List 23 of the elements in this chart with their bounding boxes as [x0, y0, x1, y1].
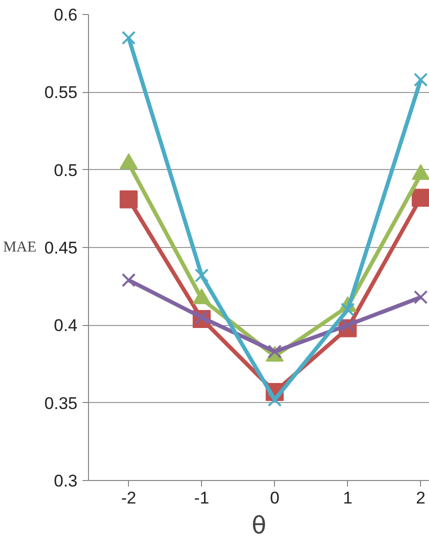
x-tick-label: 2 — [416, 488, 426, 508]
y-tick-label: 0.45 — [44, 238, 78, 258]
y-axis-title: MAE — [3, 240, 36, 256]
point — [414, 290, 428, 304]
point — [268, 392, 282, 407]
point — [414, 72, 428, 87]
y-tick-label: 0.5 — [54, 160, 78, 180]
y-tick-label: 0.55 — [44, 83, 78, 102]
point — [122, 30, 136, 45]
y-tick-label: 0.3 — [54, 472, 78, 490]
x-tick-label: 1 — [342, 488, 352, 508]
x-tick-label: 0 — [270, 488, 280, 508]
y-tick-label: 0.4 — [54, 316, 78, 336]
point — [194, 268, 209, 282]
point — [412, 188, 429, 207]
point — [340, 302, 355, 317]
x-axis-title: θ — [252, 512, 266, 540]
point — [120, 190, 138, 208]
point — [122, 273, 136, 288]
y-tick-label: 0.35 — [44, 394, 78, 413]
x-tick-label: -1 — [194, 488, 210, 508]
y-tick-label: 0.6 — [54, 6, 78, 24]
x-tick-label: -2 — [121, 488, 136, 508]
